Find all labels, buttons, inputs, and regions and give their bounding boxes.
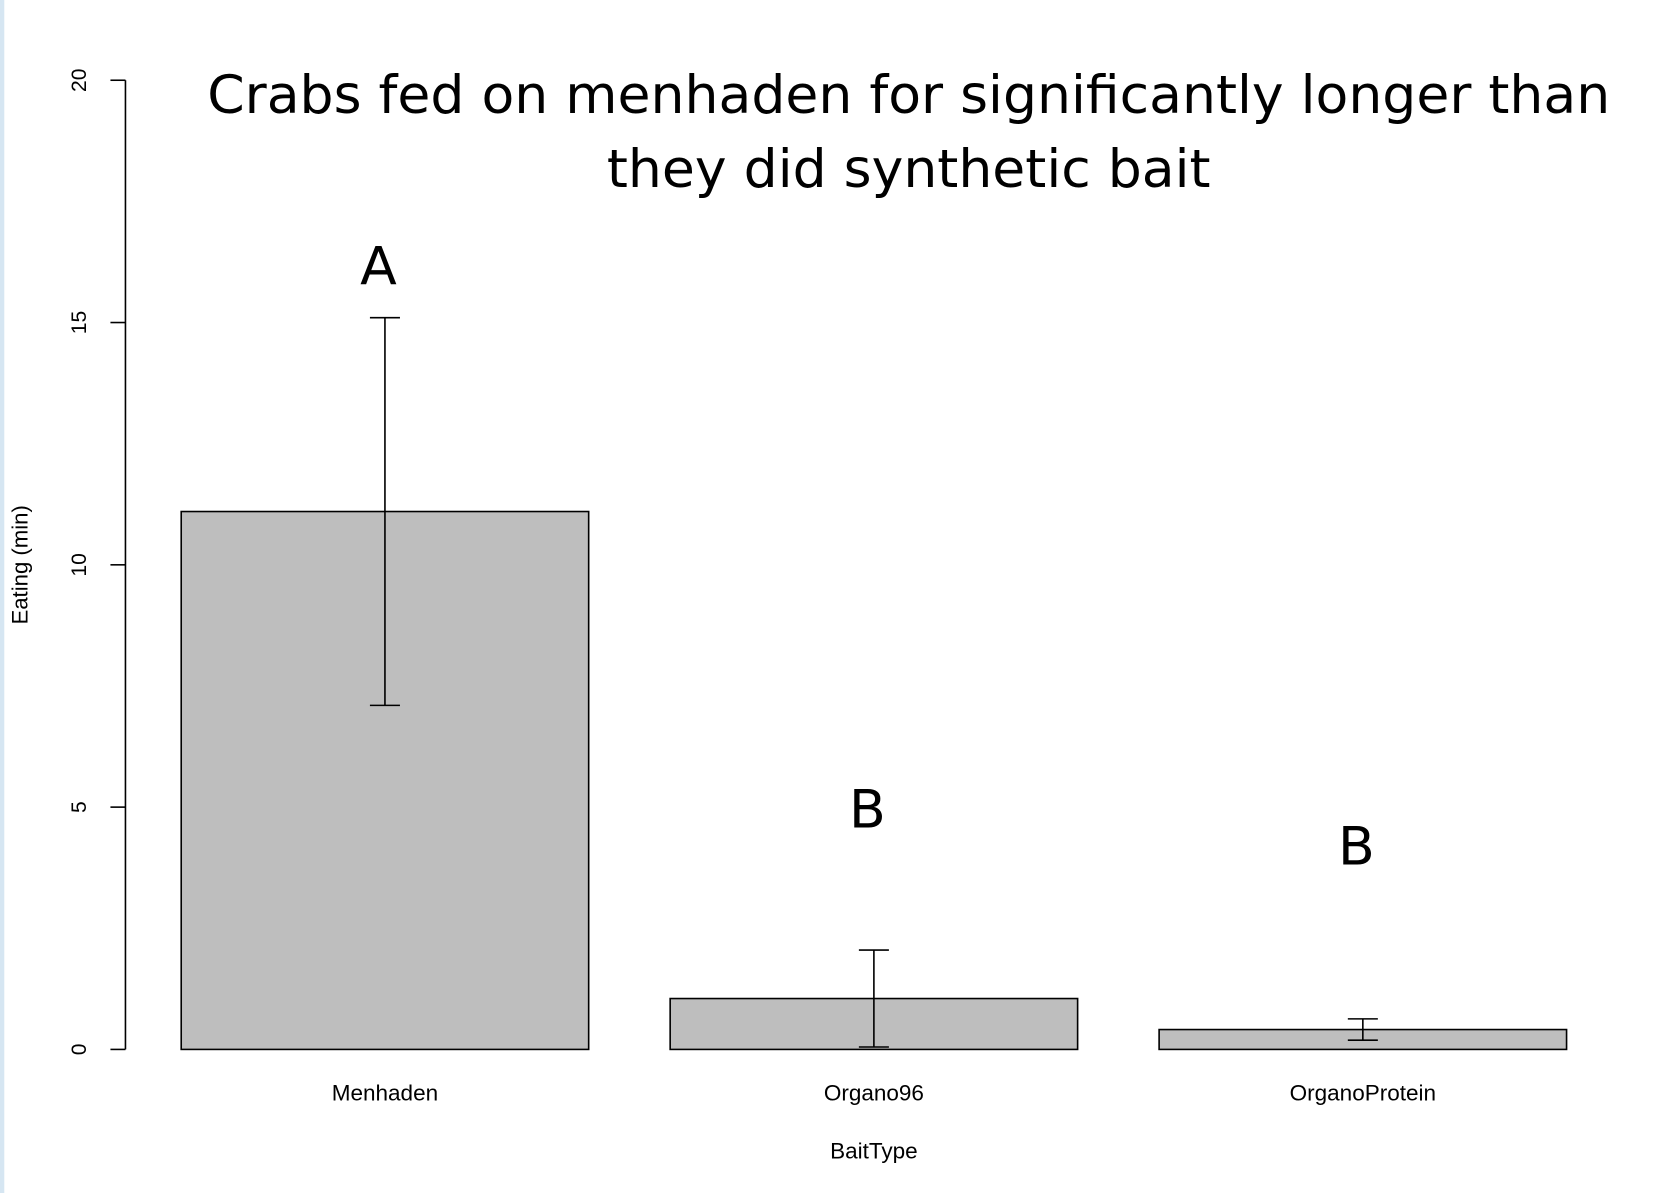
significance-letter: B bbox=[1338, 816, 1375, 878]
y-tick-label: 0 bbox=[67, 1044, 91, 1056]
significance-letter: A bbox=[360, 236, 397, 298]
x-axis-label: BaitType bbox=[830, 1139, 918, 1164]
y-tick-label: 5 bbox=[67, 801, 91, 813]
x-tick-label: Menhaden bbox=[332, 1081, 438, 1106]
left-border bbox=[0, 0, 5, 1193]
chart-title: Crabs fed on menhaden for significantly … bbox=[207, 64, 1611, 200]
y-tick-label: 10 bbox=[67, 553, 91, 576]
y-tick-label: 20 bbox=[67, 69, 91, 92]
x-tick-label: OrganoProtein bbox=[1290, 1081, 1436, 1106]
y-tick-label: 15 bbox=[67, 311, 91, 334]
x-tick-label: Organo96 bbox=[824, 1081, 924, 1106]
significance-letter: B bbox=[849, 779, 886, 841]
y-axis-label: Eating (min) bbox=[7, 505, 32, 624]
title-box: Crabs fed on menhaden for significantly … bbox=[207, 64, 1611, 200]
